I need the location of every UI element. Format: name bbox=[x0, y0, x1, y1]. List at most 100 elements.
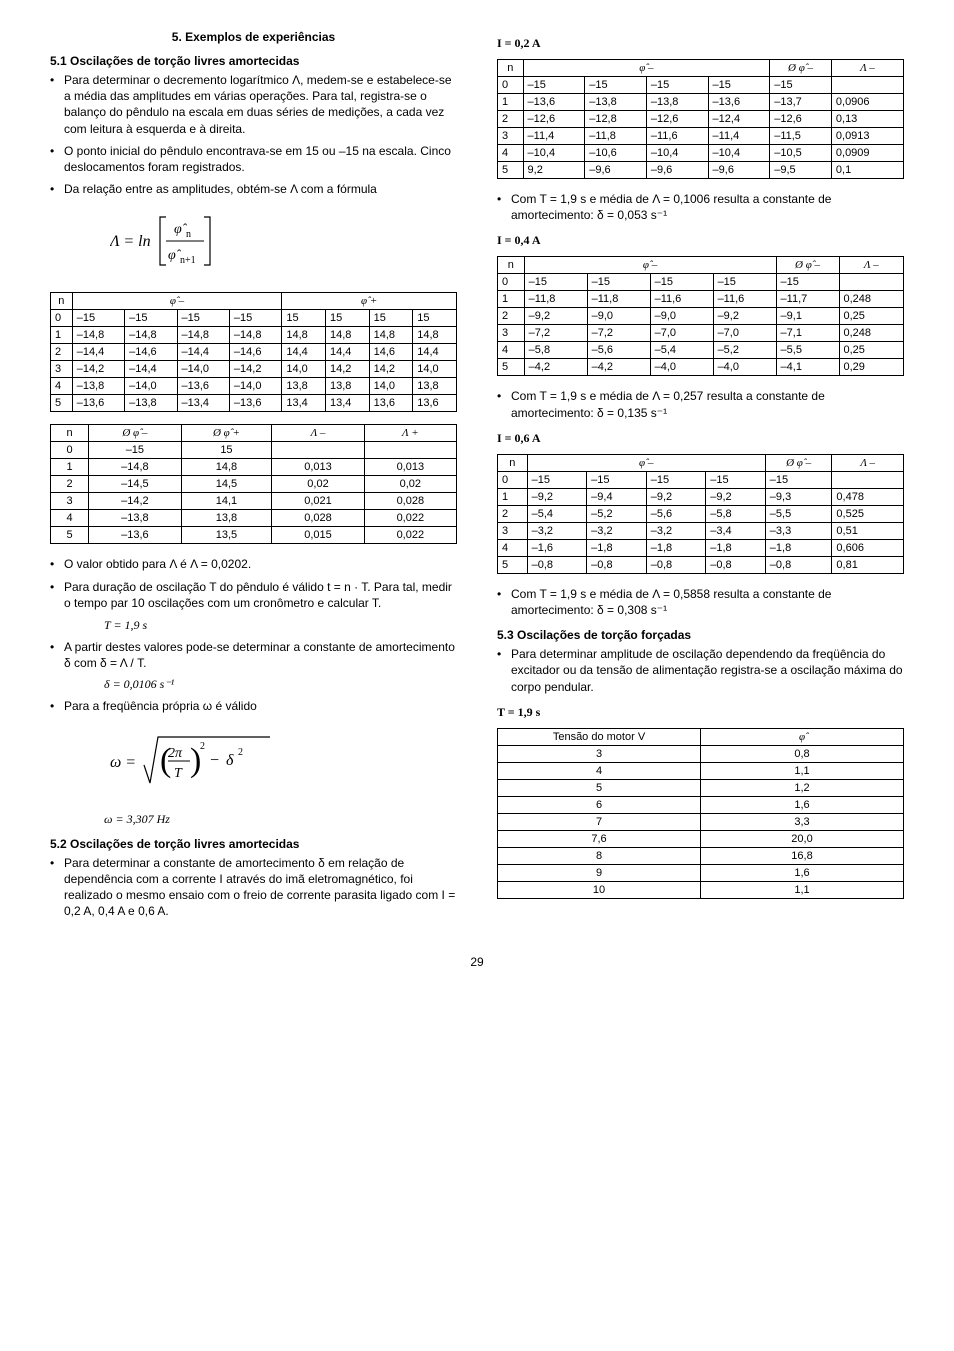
table-cell: –15 bbox=[89, 442, 181, 459]
table-cell: –1,6 bbox=[527, 539, 587, 556]
col-phi-minus: φ̂ – bbox=[72, 293, 282, 310]
svg-text:δ: δ bbox=[226, 752, 234, 769]
table-cell: –15 bbox=[713, 274, 776, 291]
table-cell: 7,6 bbox=[498, 830, 701, 847]
i06-label: I = 0,6 A bbox=[497, 431, 904, 446]
table-cell bbox=[831, 77, 903, 94]
table-cell: –0,8 bbox=[527, 556, 587, 573]
table-cell: 2 bbox=[498, 308, 525, 325]
table-i02: n φ̂ – Ø φ̂ – Λ – 0–15–15–15–15–151–13,6… bbox=[497, 59, 904, 179]
table-cell: 1 bbox=[51, 459, 89, 476]
col-avg-phi-minus: Ø φ̂ – bbox=[765, 454, 832, 471]
formula-lambda: Λ = ln φ̂ n φ̂ n+1 bbox=[50, 203, 457, 284]
table-row: 51,2 bbox=[498, 779, 904, 796]
table-cell: –14,6 bbox=[125, 344, 177, 361]
table-row: 0–15–15–15–15–15 bbox=[498, 77, 904, 94]
table-cell: –1,8 bbox=[765, 539, 832, 556]
table-cell: 8 bbox=[498, 847, 701, 864]
table-cell: –11,6 bbox=[650, 291, 713, 308]
table-cell: 2 bbox=[51, 344, 73, 361]
i02-label: I = 0,2 A bbox=[497, 36, 904, 51]
table-cell: –10,5 bbox=[770, 145, 832, 162]
table-cell: –9,0 bbox=[650, 308, 713, 325]
table-cell: 0,013 bbox=[272, 459, 364, 476]
table-cell: –9,4 bbox=[587, 488, 647, 505]
table-cell: 0,02 bbox=[364, 476, 456, 493]
table-cell: 14,8 bbox=[325, 327, 369, 344]
table-row: 5–4,2–4,2–4,0–4,0–4,10,29 bbox=[498, 359, 904, 376]
svg-text:−: − bbox=[210, 752, 219, 769]
table-cell: –3,2 bbox=[587, 522, 647, 539]
table-cell: –15 bbox=[770, 77, 832, 94]
table-row: 101,1 bbox=[498, 881, 904, 898]
table-cell: –14,2 bbox=[72, 361, 124, 378]
table-cell: 0,021 bbox=[272, 493, 364, 510]
table-row: 2–14,4–14,6–14,4–14,614,414,414,614,4 bbox=[51, 344, 457, 361]
table-cell: –9,0 bbox=[587, 308, 650, 325]
table-cell: –11,7 bbox=[776, 291, 839, 308]
table-cell: –14,2 bbox=[89, 493, 181, 510]
table-cell: 4 bbox=[498, 342, 525, 359]
table-cell: –5,6 bbox=[587, 342, 650, 359]
table-cell: 14,0 bbox=[413, 361, 457, 378]
svg-text:2π: 2π bbox=[168, 746, 183, 761]
col-n: n bbox=[498, 257, 525, 274]
table-row: 0–15–15–15–1515151515 bbox=[51, 310, 457, 327]
table-cell: –4,2 bbox=[524, 359, 587, 376]
svg-text:ω =: ω = bbox=[110, 754, 136, 771]
table-cell: 1 bbox=[498, 488, 528, 505]
table-cell: 13,8 bbox=[325, 378, 369, 395]
table-cell: 15 bbox=[181, 442, 272, 459]
T19-label: T = 1,9 s bbox=[497, 705, 904, 720]
table-row: 3–3,2–3,2–3,2–3,4–3,30,51 bbox=[498, 522, 904, 539]
col-n: n bbox=[51, 425, 89, 442]
table-cell: 0,013 bbox=[364, 459, 456, 476]
table-cell: –15 bbox=[177, 310, 229, 327]
table-cell: –1,8 bbox=[646, 539, 706, 556]
table-cell: –14,6 bbox=[229, 344, 281, 361]
bullet-text: Para determinar amplitude de oscilação d… bbox=[511, 646, 904, 695]
table-cell: 13,5 bbox=[181, 527, 272, 544]
table-cell: 2 bbox=[498, 111, 524, 128]
table-row: 73,3 bbox=[498, 813, 904, 830]
table-cell: –13,8 bbox=[89, 510, 181, 527]
table-cell: –13,7 bbox=[770, 94, 832, 111]
table-cell: 0,81 bbox=[832, 556, 904, 573]
i06-note-list: Com T = 1,9 s e média de Λ = 0,5858 resu… bbox=[497, 586, 904, 618]
table-row: 41,1 bbox=[498, 762, 904, 779]
table-cell: 1,6 bbox=[701, 796, 904, 813]
table-cell: –15 bbox=[706, 471, 766, 488]
table-cell: –9,2 bbox=[527, 488, 587, 505]
col-lambda-minus: Λ – bbox=[272, 425, 364, 442]
table-cell: –5,2 bbox=[587, 505, 647, 522]
table-cell: –13,8 bbox=[72, 378, 124, 395]
table-row: 5–13,613,50,0150,022 bbox=[51, 527, 457, 544]
table-t19: Tensão do motor V φ̂ 30,841,151,261,673,… bbox=[497, 728, 904, 899]
table-cell: –9,6 bbox=[708, 162, 770, 179]
table-cell: –9,2 bbox=[706, 488, 766, 505]
table-cell: –15 bbox=[523, 77, 585, 94]
T-value: T = 1,9 s bbox=[64, 617, 457, 633]
col-phi-plus: φ̂ + bbox=[282, 293, 457, 310]
table-row: 59,2–9,6–9,6–9,6–9,50,1 bbox=[498, 162, 904, 179]
table-cell: 0,02 bbox=[272, 476, 364, 493]
table-cell: 1,1 bbox=[701, 881, 904, 898]
table-cell bbox=[832, 471, 904, 488]
table-row: 5–13,6–13,8–13,4–13,613,413,413,613,6 bbox=[51, 395, 457, 412]
table-cell: 0,0906 bbox=[831, 94, 903, 111]
table-cell: –10,4 bbox=[646, 145, 708, 162]
sub-5-2-title: 5.2 Oscilações de torção livres amorteci… bbox=[50, 837, 457, 851]
table-cell: –10,4 bbox=[523, 145, 585, 162]
svg-text:2: 2 bbox=[238, 747, 243, 758]
table-cell: –7,2 bbox=[524, 325, 587, 342]
table-cell: –13,4 bbox=[177, 395, 229, 412]
table-cell: –12,8 bbox=[585, 111, 647, 128]
table-row: 4–13,813,80,0280,022 bbox=[51, 510, 457, 527]
col-lambda-minus: Λ – bbox=[832, 454, 904, 471]
page-number: 29 bbox=[50, 955, 904, 969]
i04-label: I = 0,4 A bbox=[497, 233, 904, 248]
table-row: 1–9,2–9,4–9,2–9,2–9,30,478 bbox=[498, 488, 904, 505]
table-cell: –5,8 bbox=[524, 342, 587, 359]
table-cell: 3,3 bbox=[701, 813, 904, 830]
bullet-text: Com T = 1,9 s e média de Λ = 0,257 resul… bbox=[511, 388, 904, 420]
